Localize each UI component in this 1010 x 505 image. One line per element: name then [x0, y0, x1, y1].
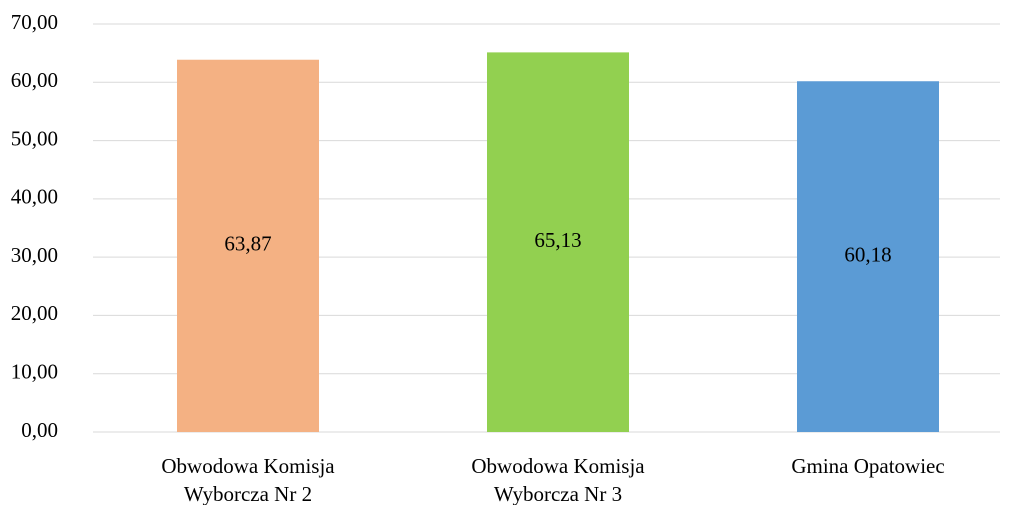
value-label: 65,13: [534, 228, 581, 252]
y-tick-label: 20,00: [11, 301, 58, 325]
y-tick-label: 60,00: [11, 68, 58, 92]
x-tick-label: Gmina Opatowiec: [791, 454, 945, 478]
bar: [177, 59, 319, 433]
y-tick-label: 50,00: [11, 126, 58, 150]
y-tick-label: 70,00: [11, 10, 58, 34]
bar: [487, 52, 629, 433]
y-tick-label: 0,00: [21, 418, 58, 442]
bar: [797, 81, 939, 432]
y-tick-label: 40,00: [11, 185, 58, 209]
y-tick-label: 10,00: [11, 360, 58, 384]
value-label: 63,87: [224, 232, 271, 256]
x-tick-label: Obwodowa Komisja Wyborcza Nr 2: [161, 454, 335, 505]
value-label: 60,18: [844, 242, 891, 266]
y-tick-label: 30,00: [11, 243, 58, 267]
x-tick-label: Obwodowa Komisja Wyborcza Nr 3: [471, 454, 645, 505]
